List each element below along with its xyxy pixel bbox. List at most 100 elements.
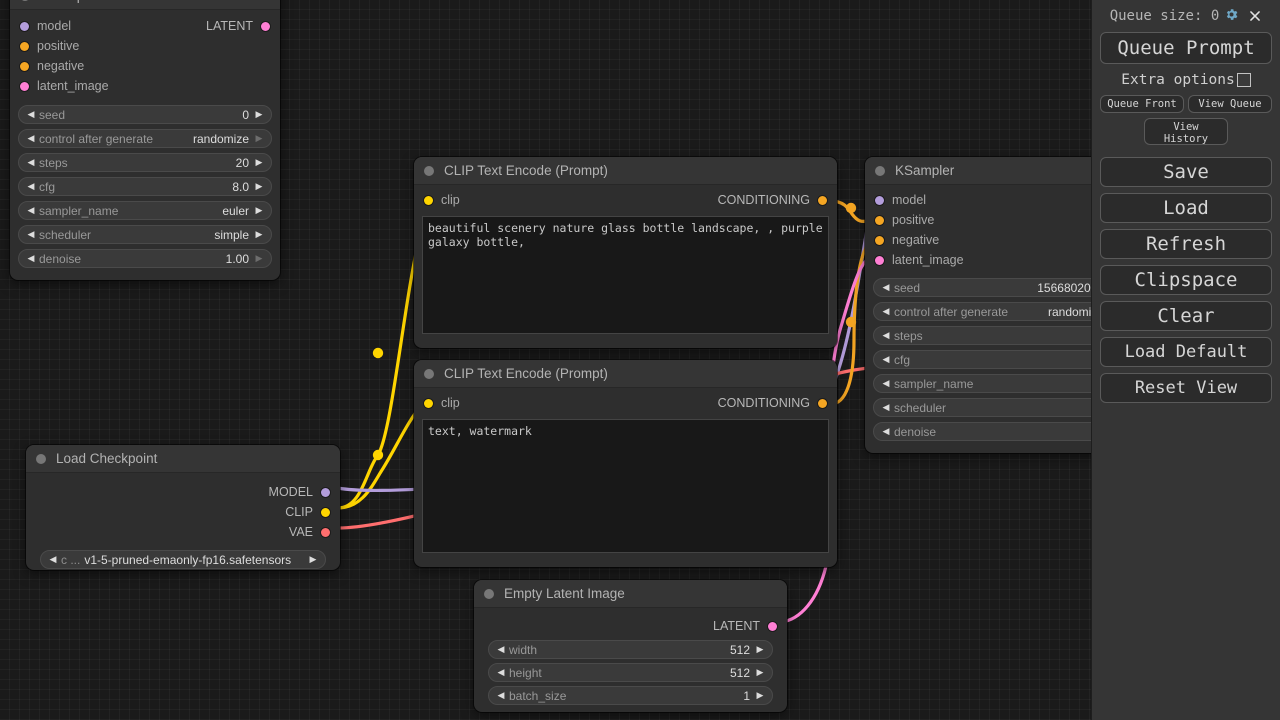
- increment-arrow-icon[interactable]: ▶: [255, 109, 263, 119]
- node-collapse-icon[interactable]: [424, 368, 434, 379]
- decrement-arrow-icon[interactable]: ◀: [49, 554, 57, 564]
- decrement-arrow-icon[interactable]: ◀: [27, 229, 35, 239]
- decrement-arrow-icon[interactable]: ◀: [27, 253, 35, 263]
- port-negative[interactable]: [20, 61, 29, 71]
- decrement-arrow-icon[interactable]: ◀: [27, 133, 35, 143]
- port-clip-in[interactable]: [424, 398, 433, 408]
- slot-model[interactable]: model LATENT: [10, 16, 280, 36]
- decrement-arrow-icon[interactable]: ◀: [882, 426, 890, 436]
- node-collapse-icon[interactable]: [424, 165, 434, 176]
- node-header[interactable]: CLIP Text Encode (Prompt): [414, 360, 837, 388]
- decrement-arrow-icon[interactable]: ◀: [882, 402, 890, 412]
- port-model-out[interactable]: [321, 487, 330, 497]
- widget-sampler-name[interactable]: ◀ sampler_name ▶: [873, 374, 1127, 393]
- increment-arrow-icon[interactable]: ▶: [756, 644, 764, 654]
- decrement-arrow-icon[interactable]: ◀: [27, 181, 35, 191]
- view-history-button[interactable]: View History: [1144, 118, 1228, 145]
- node-header[interactable]: CLIP Text Encode (Prompt): [414, 157, 837, 185]
- decrement-arrow-icon[interactable]: ◀: [27, 205, 35, 215]
- widget-cfg[interactable]: ◀ cfg ▶: [873, 350, 1127, 369]
- save-button[interactable]: Save: [1100, 157, 1272, 187]
- widget-ckpt-name[interactable]: ◀ c ... v1-5-pruned-emaonly-fp16.safeten…: [40, 550, 326, 569]
- load-default-button[interactable]: Load Default: [1100, 337, 1272, 367]
- node-ksampler-top[interactable]: KSampler model LATENT positive negative …: [10, 0, 280, 280]
- queue-prompt-button[interactable]: Queue Prompt: [1100, 32, 1272, 64]
- increment-arrow-icon[interactable]: ▶: [756, 667, 764, 677]
- node-collapse-icon[interactable]: [36, 453, 46, 464]
- increment-arrow-icon[interactable]: ▶: [255, 133, 263, 143]
- port-negative[interactable]: [875, 235, 884, 245]
- decrement-arrow-icon[interactable]: ◀: [882, 354, 890, 364]
- close-icon[interactable]: [1248, 9, 1262, 23]
- port-clip-out[interactable]: [321, 507, 330, 517]
- slot-row-clip[interactable]: clip CONDITIONING: [414, 393, 837, 413]
- node-collapse-icon[interactable]: [20, 0, 30, 1]
- widget-steps[interactable]: ◀ steps 20 ▶: [18, 153, 272, 172]
- widget-scheduler[interactable]: ◀ scheduler ▶: [873, 398, 1127, 417]
- widget-seed[interactable]: ◀ seed 0 ▶: [18, 105, 272, 124]
- slot-clip-out[interactable]: CLIP: [26, 502, 340, 522]
- slot-positive[interactable]: positive: [865, 210, 1135, 230]
- increment-arrow-icon[interactable]: ▶: [309, 554, 317, 564]
- extra-options-checkbox[interactable]: [1236, 73, 1251, 87]
- decrement-arrow-icon[interactable]: ◀: [27, 157, 35, 167]
- increment-arrow-icon[interactable]: ▶: [255, 181, 263, 191]
- port-model[interactable]: [20, 21, 29, 31]
- port-positive[interactable]: [20, 41, 29, 51]
- node-clip-text-encode-negative[interactable]: CLIP Text Encode (Prompt) clip CONDITION…: [414, 360, 837, 567]
- widget-sampler-name[interactable]: ◀ sampler_name euler ▶: [18, 201, 272, 220]
- node-load-checkpoint[interactable]: Load Checkpoint MODEL CLIP VAE ◀ c ... v…: [26, 445, 340, 570]
- node-header[interactable]: Empty Latent Image: [474, 580, 787, 608]
- widget-control-after-generate[interactable]: ◀ control after generate randomize ▶: [18, 129, 272, 148]
- widget-width[interactable]: ◀ width 512 ▶: [488, 640, 773, 659]
- port-clip-in[interactable]: [424, 195, 433, 205]
- widget-denoise[interactable]: ◀ denoise 1.00 ▶: [18, 249, 272, 268]
- view-queue-button[interactable]: View Queue: [1188, 95, 1272, 113]
- decrement-arrow-icon[interactable]: ◀: [882, 378, 890, 388]
- increment-arrow-icon[interactable]: ▶: [255, 229, 263, 239]
- widget-seed[interactable]: ◀ seed 1566802087 ▶: [873, 278, 1127, 297]
- node-clip-text-encode-positive[interactable]: CLIP Text Encode (Prompt) clip CONDITION…: [414, 157, 837, 348]
- widget-height[interactable]: ◀ height 512 ▶: [488, 663, 773, 682]
- widget-batch-size[interactable]: ◀ batch_size 1 ▶: [488, 686, 773, 705]
- extra-options-row[interactable]: Extra options: [1100, 70, 1272, 90]
- clipspace-button[interactable]: Clipspace: [1100, 265, 1272, 295]
- decrement-arrow-icon[interactable]: ◀: [882, 306, 890, 316]
- node-collapse-icon[interactable]: [484, 588, 494, 599]
- port-vae-out[interactable]: [321, 527, 330, 537]
- widget-cfg[interactable]: ◀ cfg 8.0 ▶: [18, 177, 272, 196]
- port-latent-image[interactable]: [875, 255, 884, 265]
- slot-row-clip[interactable]: clip CONDITIONING: [414, 190, 837, 210]
- prompt-textarea[interactable]: text, watermark: [422, 419, 829, 553]
- decrement-arrow-icon[interactable]: ◀: [497, 667, 505, 677]
- slot-latent-image[interactable]: latent_image: [865, 250, 1135, 270]
- widget-scheduler[interactable]: ◀ scheduler simple ▶: [18, 225, 272, 244]
- slot-model-out[interactable]: MODEL: [26, 482, 340, 502]
- slot-latent-image[interactable]: latent_image: [10, 76, 280, 96]
- slot-model[interactable]: model: [865, 190, 1135, 210]
- increment-arrow-icon[interactable]: ▶: [756, 690, 764, 700]
- port-model[interactable]: [875, 195, 884, 205]
- port-conditioning-out[interactable]: [818, 398, 827, 408]
- port-conditioning-out[interactable]: [818, 195, 827, 205]
- node-ksampler-right[interactable]: KSampler model positive negative latent_…: [865, 157, 1135, 453]
- load-button[interactable]: Load: [1100, 193, 1272, 223]
- node-collapse-icon[interactable]: [875, 165, 885, 176]
- decrement-arrow-icon[interactable]: ◀: [882, 282, 890, 292]
- slot-negative[interactable]: negative: [10, 56, 280, 76]
- reset-view-button[interactable]: Reset View: [1100, 373, 1272, 403]
- increment-arrow-icon[interactable]: ▶: [255, 253, 263, 263]
- decrement-arrow-icon[interactable]: ◀: [27, 109, 35, 119]
- port-latent-out[interactable]: [261, 21, 270, 31]
- slot-vae-out[interactable]: VAE: [26, 522, 340, 542]
- refresh-button[interactable]: Refresh: [1100, 229, 1272, 259]
- increment-arrow-icon[interactable]: ▶: [255, 205, 263, 215]
- increment-arrow-icon[interactable]: ▶: [255, 157, 263, 167]
- widget-control-after-generate[interactable]: ◀ control after generate randomize ▶: [873, 302, 1127, 321]
- slot-latent-out[interactable]: LATENT: [474, 616, 787, 636]
- gear-icon[interactable]: [1224, 7, 1239, 26]
- widget-steps[interactable]: ◀ steps ▶: [873, 326, 1127, 345]
- port-latent-image[interactable]: [20, 81, 29, 91]
- decrement-arrow-icon[interactable]: ◀: [497, 690, 505, 700]
- node-header[interactable]: Load Checkpoint: [26, 445, 340, 473]
